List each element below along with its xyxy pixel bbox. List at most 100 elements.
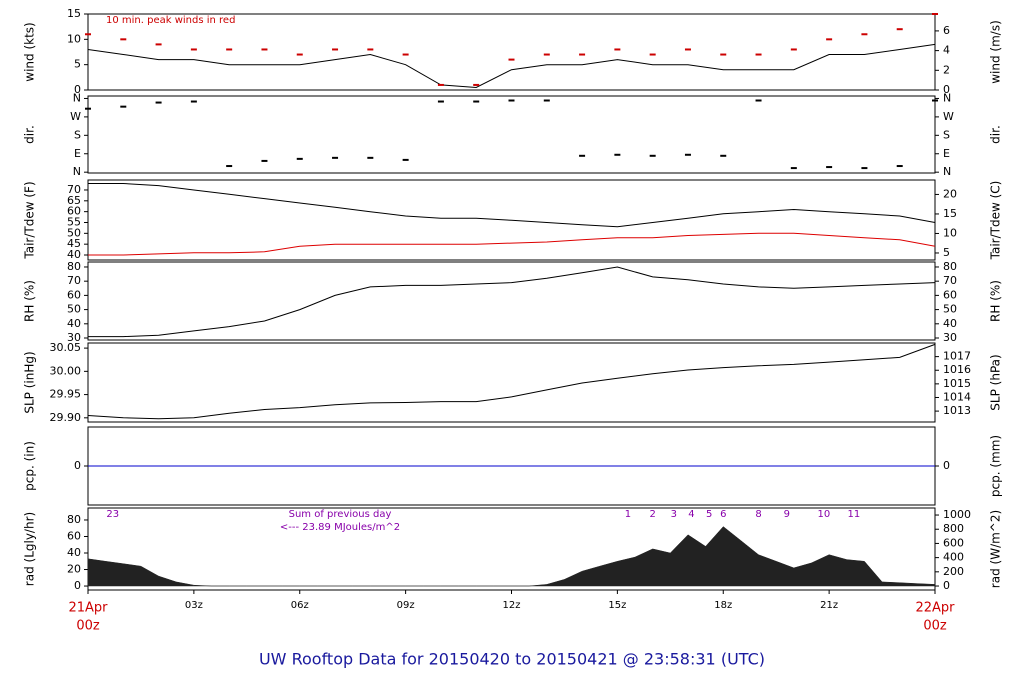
y-tick-label: N [73, 91, 81, 104]
y-tick-label: 65 [67, 194, 81, 207]
x-tick-label: 21z [820, 600, 838, 611]
y-tick-label: 60 [67, 288, 81, 301]
y-tick-label: 30.05 [50, 341, 82, 354]
y-tick-label: E [74, 147, 81, 160]
y-axis-label: rad (Lgly/hr) [23, 512, 37, 586]
line [87, 343, 936, 420]
y2-axis-label: pcp. (mm) [989, 435, 1003, 497]
y2-tick-label: 1017 [943, 350, 971, 363]
hour-mark: 5 [706, 509, 712, 520]
x-tick-label: 06z [291, 600, 309, 611]
y2-tick-label: E [943, 147, 950, 160]
hour-mark: 2 [649, 509, 655, 520]
x-tick-label: 15z [608, 600, 626, 611]
y2-tick-label: 1013 [943, 404, 971, 417]
y-tick-label: S [74, 128, 81, 141]
y2-tick-label: 400 [943, 551, 964, 564]
panel-frame [87, 13, 936, 91]
y-tick-label: W [70, 110, 81, 123]
y-axis-label: pcp. (in) [23, 441, 37, 491]
y2-axis-label: dir. [989, 125, 1003, 144]
y-axis-label: dir. [23, 125, 37, 144]
panel-frame [87, 261, 936, 341]
y-axis-label: RH (%) [23, 280, 37, 322]
y-tick-label: 0 [74, 579, 81, 592]
y2-axis-label: RH (%) [989, 280, 1003, 322]
annotation: Sum of previous day [289, 509, 392, 520]
y2-tick-label: 1000 [943, 508, 971, 521]
x-tick-date: 21Apr [68, 601, 108, 616]
annotation: <--- 23.89 MJoules/m^2 [280, 522, 400, 533]
y2-tick-label: 0 [943, 459, 950, 472]
line [87, 43, 936, 89]
area [87, 526, 936, 587]
y2-tick-label: 0 [943, 83, 950, 96]
y-tick-label: 30 [67, 331, 81, 344]
y-tick-label: 20 [67, 563, 81, 576]
y2-tick-label: 2 [943, 63, 950, 76]
y2-tick-label: 80 [943, 260, 957, 273]
y2-tick-label: 1015 [943, 377, 971, 390]
hour-mark: 23 [106, 509, 119, 520]
footer-title: UW Rooftop Data for 20150420 to 20150421… [259, 650, 765, 669]
y-tick-label: 15 [67, 7, 81, 20]
hour-mark: 6 [720, 509, 726, 520]
y-tick-label: 70 [67, 274, 81, 287]
y-tick-label: 29.95 [50, 388, 82, 401]
y-tick-label: 80 [67, 260, 81, 273]
y-tick-label: 60 [67, 205, 81, 218]
y2-tick-label: N [943, 165, 951, 178]
y-tick-label: 60 [67, 529, 81, 542]
y2-tick-label: 70 [943, 274, 957, 287]
y2-tick-label: 1014 [943, 390, 971, 403]
y-tick-label: 40 [67, 317, 81, 330]
hour-mark: 11 [847, 509, 860, 520]
y-tick-label: 29.90 [50, 411, 82, 424]
y2-tick-label: 10 [943, 226, 957, 239]
y2-tick-label: 60 [943, 288, 957, 301]
y-tick-label: 80 [67, 513, 81, 526]
panel-frame [87, 342, 936, 423]
y2-tick-label: 40 [943, 317, 957, 330]
hour-mark: 8 [755, 509, 761, 520]
y2-tick-label: 30 [943, 331, 957, 344]
panel-frame [87, 179, 936, 261]
y-tick-label: 40 [67, 248, 81, 261]
y-axis-label: SLP (inHg) [23, 351, 37, 413]
y-axis-label: wind (kts) [23, 22, 37, 81]
hour-mark: 1 [625, 509, 631, 520]
y-tick-label: 40 [67, 546, 81, 559]
x-tick-label: 18z [714, 600, 732, 611]
x-tick-label: 03z [185, 600, 203, 611]
y-tick-label: 5 [74, 58, 81, 71]
x-tick-date: 22Apr [915, 601, 955, 616]
y2-tick-label: 4 [943, 44, 950, 57]
y-axis-label: Tair/Tdew (F) [23, 181, 37, 259]
y2-axis-label: Tair/Tdew (C) [989, 181, 1003, 261]
y-tick-label: 0 [74, 459, 81, 472]
hour-mark: 3 [671, 509, 677, 520]
hour-mark: 9 [784, 509, 790, 520]
y2-axis-label: SLP (hPa) [989, 354, 1003, 410]
y2-axis-label: wind (m/s) [989, 20, 1003, 84]
y2-tick-label: 1016 [943, 363, 971, 376]
y-tick-label: 10 [67, 32, 81, 45]
y2-tick-label: 5 [943, 246, 950, 259]
y-tick-label: 50 [67, 226, 81, 239]
y2-tick-label: 200 [943, 565, 964, 578]
line [88, 183, 936, 228]
y2-tick-label: 600 [943, 536, 964, 549]
y-tick-label: 45 [67, 237, 81, 250]
y2-tick-label: N [943, 91, 951, 104]
y2-tick-label: 6 [943, 24, 950, 37]
x-tick-label: 00z [923, 619, 947, 634]
y-tick-label: 30.00 [50, 364, 82, 377]
x-tick-label: 12z [503, 600, 521, 611]
y2-axis-label: rad (W/m^2) [989, 510, 1003, 588]
line [88, 266, 936, 338]
y-tick-label: N [73, 165, 81, 178]
y2-tick-label: W [943, 110, 954, 123]
line [88, 232, 936, 256]
annotation: 10 min. peak winds in red [106, 15, 235, 26]
x-tick-label: 09z [397, 600, 415, 611]
